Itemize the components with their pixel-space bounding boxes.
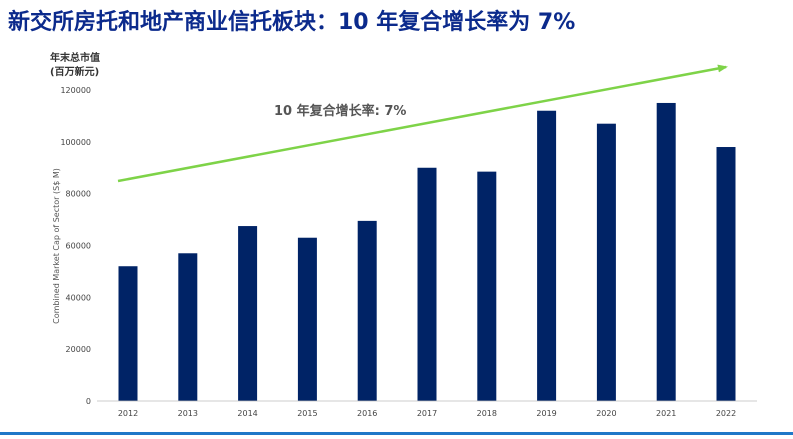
y-axis-label-cn-line2: (百万新元) <box>50 67 100 78</box>
trend-arrow <box>117 64 728 183</box>
y-tick-label: 20000 <box>66 345 91 354</box>
bar-2012 <box>118 266 138 401</box>
y-tick-label: 80000 <box>66 190 91 199</box>
bottom-rule <box>0 432 793 435</box>
bar-2016 <box>357 220 377 401</box>
x-tick-label: 2022 <box>716 409 736 418</box>
x-tick-label: 2020 <box>596 409 616 418</box>
x-tick-label: 2017 <box>417 409 437 418</box>
bar-2018 <box>477 171 497 401</box>
x-tick-label: 2018 <box>477 409 497 418</box>
page-title: 新交所房托和地产商业信托板块：10 年复合增长率为 7% <box>8 10 576 35</box>
y-tick-label: 0 <box>86 397 91 406</box>
y-tick-label: 120000 <box>60 86 91 95</box>
bar-2021 <box>656 102 676 401</box>
bar-2020 <box>596 123 616 402</box>
bar-2015 <box>297 237 317 401</box>
trend-annotation: 10 年复合增长率: 7% <box>274 103 406 119</box>
x-tick-label: 2015 <box>297 409 317 418</box>
bar-2013 <box>178 253 198 401</box>
x-tick-label: 2014 <box>237 409 257 418</box>
y-tick-label: 40000 <box>66 293 91 302</box>
x-tick-label: 2016 <box>357 409 377 418</box>
bar-2022 <box>716 147 736 401</box>
y-axis-label-cn: 年末总市值 (百万新元) <box>50 52 130 80</box>
y-tick-label: 60000 <box>66 242 91 251</box>
y-tick-label: 100000 <box>60 138 91 147</box>
bar-2017 <box>417 167 437 401</box>
x-tick-label: 2021 <box>656 409 676 418</box>
y-axis-label-cn-line1: 年末总市值 <box>50 53 100 64</box>
bar-2019 <box>537 110 557 401</box>
x-tick-label: 2019 <box>536 409 556 418</box>
x-tick-label: 2013 <box>178 409 198 418</box>
bar-2014 <box>238 226 258 401</box>
y-axis-title: Combined Market Cap of Sector (S$ M) <box>52 168 61 324</box>
bar-chart: 0 20000 40000 60000 80000 100000 120000 2012 20… <box>52 64 757 418</box>
x-tick-label: 2012 <box>118 409 138 418</box>
